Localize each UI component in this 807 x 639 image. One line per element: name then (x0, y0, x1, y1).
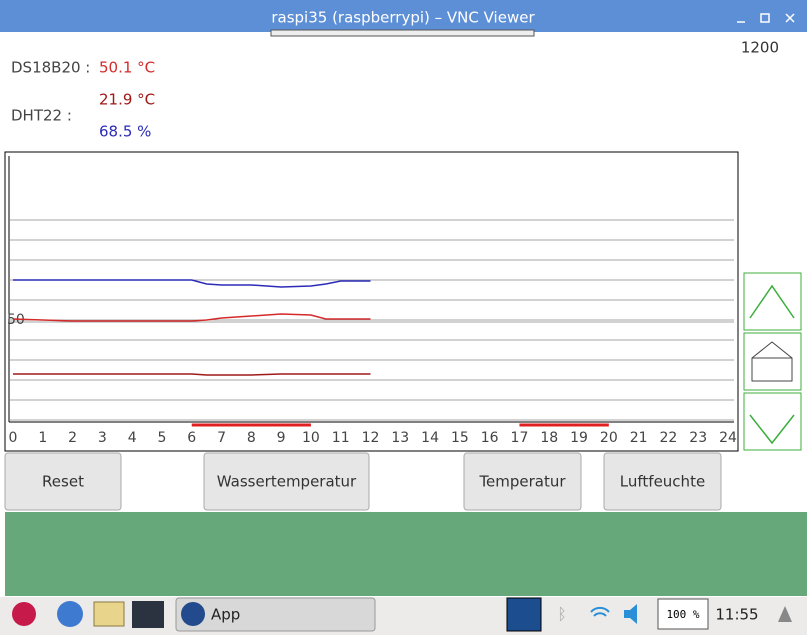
series-line (13, 373, 371, 376)
wifi-icon[interactable] (590, 606, 610, 617)
down-arrow (749, 414, 795, 445)
sensor-label: DS18B20 : (11, 59, 90, 77)
y-tick-label: 50 (7, 312, 25, 328)
browser-icon[interactable] (57, 601, 83, 627)
window-controls[interactable] (737, 13, 795, 23)
clock: 11:55 (715, 606, 758, 624)
buttons: Reset Wassertemperatur Temperatur Luftfeuch… (4, 452, 722, 511)
nav-buttons (743, 272, 802, 451)
button[interactable] (463, 452, 582, 511)
x-tick-label: 18 (540, 430, 558, 446)
sensor-value: 21.9 °C (99, 91, 155, 109)
sensor-value: 68.5 % (99, 123, 151, 141)
status-area (5, 512, 807, 596)
up-arrow (749, 284, 795, 319)
volume-icon[interactable] (624, 604, 637, 624)
x-tick-label: 22 (660, 430, 678, 446)
x-tick-label: 15 (451, 430, 469, 446)
x-tick-label: 7 (217, 430, 226, 446)
x-tick-label: 4 (128, 430, 137, 446)
x-tick-label: 14 (421, 430, 439, 446)
cpu-monitor (657, 598, 709, 630)
button-label: Wassertemperatur (217, 473, 357, 491)
x-tick-label: 20 (600, 430, 618, 446)
x-tick-label: 0 (9, 430, 18, 446)
app-task-label: App (211, 606, 240, 624)
chart-frame (4, 151, 739, 452)
counter: 1200 (741, 39, 779, 57)
chart: 500 1 2 3 4 5 6 7 8 9 10 11 12 13 14 15 16 17 18 19 20 21 22 23… (7, 219, 737, 446)
series-line (12, 313, 371, 322)
sensor-label: DHT22 : (11, 107, 72, 125)
button[interactable] (4, 452, 122, 511)
x-tick-label: 9 (277, 430, 286, 446)
x-tick-label: 21 (630, 430, 648, 446)
top-tab (270, 29, 535, 37)
button-label: Reset (42, 473, 84, 491)
x-tick-label: 16 (481, 430, 499, 446)
sensor-value: 50.1 °C (99, 59, 155, 77)
x-tick-label: 11 (332, 430, 350, 446)
down-button[interactable] (743, 392, 802, 451)
x-tick-label: 2 (68, 430, 77, 446)
x-tick-label: 12 (362, 430, 380, 446)
menu-icon[interactable] (12, 602, 36, 626)
x-tick-label: 1 (38, 430, 47, 446)
terminal-icon[interactable] (132, 601, 164, 628)
app-icon (181, 602, 205, 626)
cpu-label: 100 % (666, 608, 699, 621)
button[interactable] (603, 452, 722, 511)
files-icon[interactable] (93, 601, 125, 627)
button[interactable] (203, 452, 370, 511)
eject-icon[interactable] (778, 606, 792, 622)
home-icon (751, 341, 793, 382)
title-bar (0, 0, 807, 32)
series-line (13, 279, 371, 288)
x-tick-label: 6 (187, 430, 196, 446)
window-title: raspi35 (raspberrypi) – VNC Viewer (271, 9, 535, 27)
app-task[interactable] (175, 597, 376, 632)
vnc-icon[interactable] (506, 597, 542, 632)
button-label: Luftfeuchte (620, 473, 705, 491)
bluetooth-icon[interactable]: ᛒ (557, 605, 567, 624)
x-tick-label: 24 (719, 430, 737, 446)
x-tick-label: 8 (247, 430, 256, 446)
x-tick-label: 13 (391, 430, 409, 446)
x-tick-label: 23 (689, 430, 707, 446)
up-button[interactable] (743, 272, 802, 331)
x-tick-label: 17 (511, 430, 529, 446)
button-label: Temperatur (478, 473, 566, 491)
x-tick-label: 3 (98, 430, 107, 446)
x-tick-label: 19 (570, 430, 588, 446)
x-tick-label: 10 (302, 430, 320, 446)
x-tick-label: 5 (157, 430, 166, 446)
